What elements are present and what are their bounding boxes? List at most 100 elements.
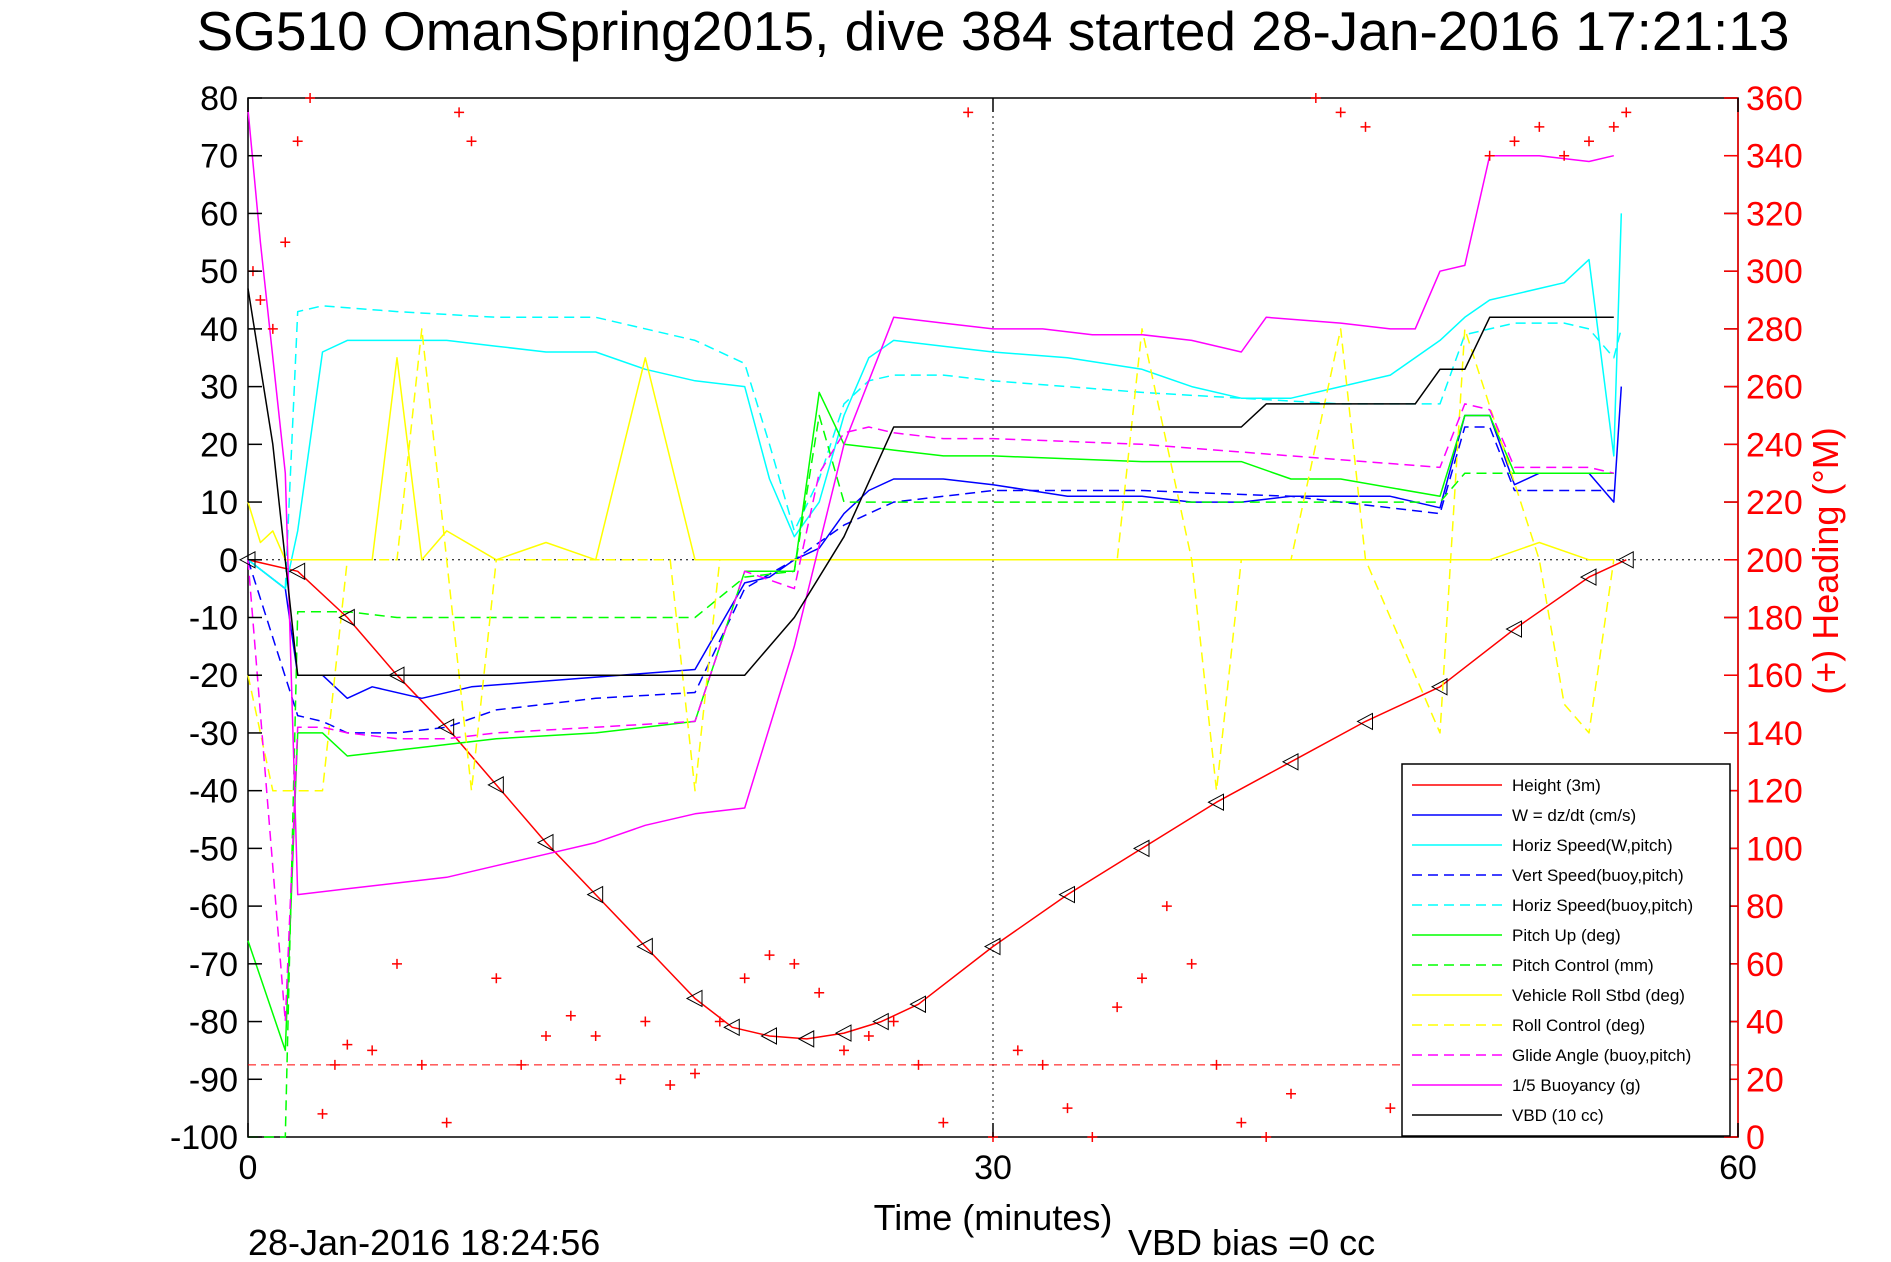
heading-marker bbox=[714, 1016, 725, 1027]
y2-tick-label: 140 bbox=[1746, 715, 1803, 753]
height-marker bbox=[487, 776, 504, 794]
legend-label-0: Height (3m) bbox=[1512, 776, 1601, 795]
y-tick-label: -40 bbox=[189, 773, 238, 811]
chart-title: SG510 OmanSpring2015, dive 384 started 2… bbox=[196, 0, 1789, 62]
y2-tick-label: 80 bbox=[1746, 888, 1784, 926]
x-tick-label: 30 bbox=[974, 1149, 1012, 1187]
heading-marker bbox=[267, 323, 278, 334]
y2-tick-label: 180 bbox=[1746, 600, 1803, 638]
heading-marker bbox=[1012, 1045, 1023, 1056]
footer-vbd-bias: VBD bias =0 cc bbox=[1128, 1222, 1375, 1262]
heading-marker bbox=[416, 1059, 427, 1070]
heading-marker bbox=[913, 1059, 924, 1070]
heading-marker bbox=[565, 1010, 576, 1021]
y-tick-label: -50 bbox=[189, 830, 238, 868]
heading-marker bbox=[1161, 901, 1172, 912]
heading-marker bbox=[392, 958, 402, 969]
heading-marker bbox=[1534, 121, 1545, 132]
x-tick-label: 60 bbox=[1719, 1149, 1757, 1187]
legend-label-6: Pitch Control (mm) bbox=[1512, 956, 1654, 975]
height-marker bbox=[1579, 568, 1597, 586]
legend-label-4: Horiz Speed(buoy,pitch) bbox=[1512, 896, 1693, 915]
footer-timestamp: 28-Jan-2016 18:24:56 bbox=[248, 1222, 600, 1262]
heading-marker bbox=[1484, 150, 1495, 161]
series-line-0 bbox=[247, 559, 1627, 1040]
y2-tick-label: 340 bbox=[1746, 138, 1803, 176]
heading-marker bbox=[1385, 1103, 1396, 1114]
y2-axis-label: (+) Heading (°M) bbox=[1805, 427, 1846, 694]
height-marker bbox=[586, 885, 604, 904]
heading-marker bbox=[541, 1030, 551, 1041]
legend-label-11: VBD (10 cc) bbox=[1512, 1106, 1604, 1125]
heading-marker bbox=[367, 1045, 378, 1056]
y2-tick-label: 100 bbox=[1746, 830, 1803, 868]
heading-marker bbox=[255, 295, 266, 306]
heading-marker bbox=[1186, 958, 1197, 969]
y-tick-label: -70 bbox=[189, 946, 238, 984]
height-marker bbox=[1617, 550, 1634, 569]
heading-marker bbox=[1286, 1088, 1296, 1099]
height-marker bbox=[834, 1024, 852, 1042]
series-line-2 bbox=[247, 213, 1623, 590]
heading-marker bbox=[1236, 1117, 1247, 1128]
series-line-1 bbox=[247, 386, 1623, 700]
height-marker bbox=[723, 1018, 740, 1037]
y-axis-left: 80 70 60 50 40 30 20 10 0 -10 -20 -30 -40 -50 -60 -70 -8… bbox=[170, 80, 1738, 1157]
y-tick-label: -60 bbox=[189, 888, 238, 926]
y2-tick-label: 320 bbox=[1746, 195, 1803, 233]
legend-label-8: Roll Control (deg) bbox=[1512, 1016, 1645, 1035]
x-axis: 0 30 60 bbox=[239, 98, 1757, 1187]
heading-marker bbox=[888, 1016, 899, 1027]
height-marker bbox=[909, 995, 926, 1014]
height-marker bbox=[1356, 712, 1373, 731]
legend-box bbox=[1401, 763, 1731, 1137]
heading-marker bbox=[590, 1030, 601, 1041]
legend-label-5: Pitch Up (deg) bbox=[1512, 926, 1621, 945]
x-axis-label: Time (minutes) bbox=[874, 1197, 1113, 1238]
heading-marker bbox=[789, 958, 800, 969]
height-marker bbox=[1058, 885, 1075, 904]
heading-marker bbox=[665, 1080, 676, 1091]
y2-tick-label: 280 bbox=[1746, 311, 1803, 349]
series-line-10 bbox=[247, 109, 1614, 896]
heading-marker bbox=[814, 987, 825, 998]
height-marker bbox=[1505, 620, 1522, 638]
height-marker bbox=[1132, 839, 1150, 858]
series-line-11 bbox=[247, 288, 1614, 676]
y-tick-label: -20 bbox=[189, 657, 238, 695]
legend-label-3: Vert Speed(buoy,pitch) bbox=[1512, 866, 1684, 885]
y-tick-label: -90 bbox=[189, 1061, 238, 1099]
height-marker bbox=[437, 718, 455, 737]
legend-label-7: Vehicle Roll Stbd (deg) bbox=[1512, 986, 1685, 1005]
height-marker bbox=[288, 562, 306, 581]
y-tick-label: -100 bbox=[170, 1119, 238, 1157]
y-tick-label: 70 bbox=[200, 138, 238, 176]
height-marker bbox=[760, 1027, 777, 1045]
heading-marker bbox=[441, 1117, 452, 1128]
height-marker bbox=[1430, 677, 1448, 696]
heading-marker bbox=[1509, 136, 1520, 147]
heading-marker bbox=[329, 1059, 340, 1070]
y2-tick-label: 0 bbox=[1746, 1119, 1765, 1157]
heading-marker bbox=[1310, 93, 1321, 103]
heading-marker bbox=[739, 973, 750, 984]
heading-marker bbox=[1211, 1059, 1222, 1070]
legend-label-1: W = dz/dt (cm/s) bbox=[1512, 806, 1636, 825]
legend-label-10: 1/5 Buoyancy (g) bbox=[1512, 1076, 1641, 1095]
y-axis-right: 3603403203002802602402202001801601401201… bbox=[1724, 80, 1803, 1157]
heading-marker bbox=[292, 136, 303, 147]
heading-marker bbox=[1062, 1103, 1073, 1114]
legend-label-2: Horiz Speed(W,pitch) bbox=[1512, 836, 1673, 855]
y-tick-label: -10 bbox=[189, 600, 238, 638]
y2-tick-label: 160 bbox=[1746, 657, 1803, 695]
heading-marker bbox=[1559, 150, 1570, 161]
heading-marker bbox=[466, 136, 477, 147]
heading-marker bbox=[1608, 121, 1619, 132]
height-marker bbox=[387, 666, 405, 685]
y-tick-label: 0 bbox=[219, 542, 238, 580]
series-line-4 bbox=[247, 305, 1623, 590]
heading-marker bbox=[1335, 107, 1346, 118]
y-tick-label: 30 bbox=[200, 369, 238, 407]
y2-tick-label: 40 bbox=[1746, 1004, 1784, 1042]
